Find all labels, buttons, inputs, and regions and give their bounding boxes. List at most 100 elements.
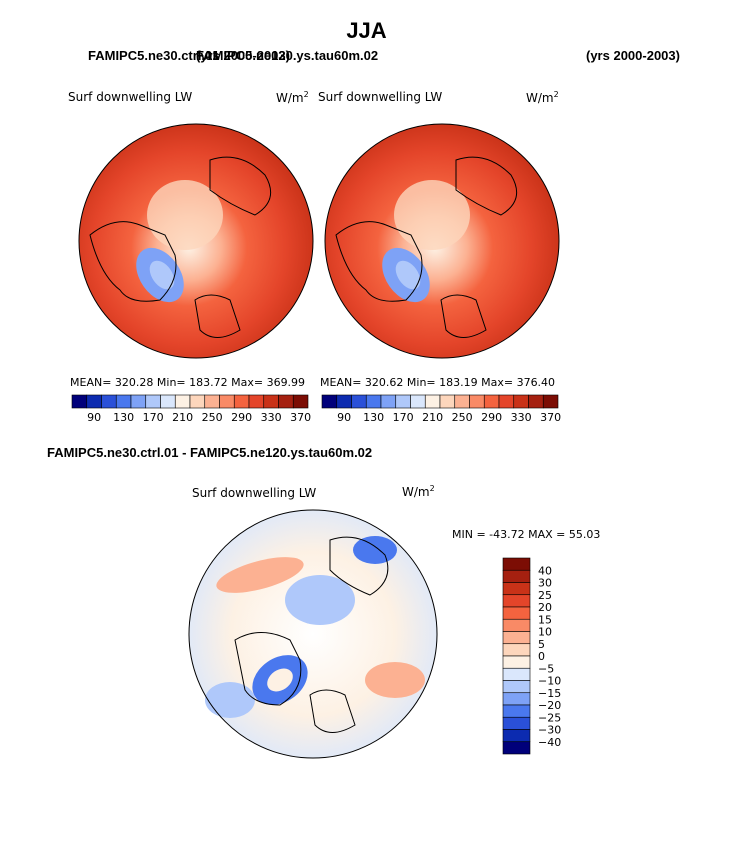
diff-colorbar-tick-label: −15	[538, 687, 561, 700]
diff-colorbar-swatch	[502, 704, 531, 718]
left-plot-units: W/m2	[276, 90, 309, 105]
right-plot-stats: MEAN= 320.62 Min= 183.19 Max= 376.40	[320, 376, 556, 389]
cb-right-swatch	[469, 394, 485, 409]
cb-left-swatch	[248, 394, 265, 409]
diff-colorbar-tick-label: 0	[538, 650, 545, 663]
cb-left-swatch	[174, 394, 191, 409]
diff-colorbar-tick-label: −20	[538, 699, 561, 712]
cb-left-tick-label: 250	[202, 411, 223, 424]
cb-left-tick-label: 130	[113, 411, 134, 424]
diff-colorbar-tick-label: −40	[538, 736, 561, 749]
diff-colorbar-swatch	[502, 667, 531, 681]
cb-left-tick-label: 290	[231, 411, 252, 424]
diff-plot-units: W/m2	[402, 484, 435, 499]
cb-right-swatch	[365, 394, 382, 409]
cb-right-tick-label: 370	[540, 411, 561, 424]
diff-colorbar-tick-label: −25	[538, 711, 561, 724]
diff-plot-stats: MIN = -43.72 MAX = 55.03	[452, 528, 601, 541]
cb-left-swatch	[101, 394, 117, 409]
cb-right-swatch	[513, 394, 529, 409]
page-title: JJA	[346, 18, 387, 43]
diff-colorbar-swatch	[502, 594, 531, 608]
cb-right-swatch	[439, 394, 456, 409]
case-left-years: (yrs 2000-2003)	[196, 48, 290, 63]
diff-colorbar-tick-label: −30	[538, 724, 561, 737]
cb-left-swatch	[278, 394, 294, 409]
diff-colorbar-swatch	[502, 655, 531, 669]
case-right-years: (yrs 2000-2003)	[586, 48, 680, 63]
cb-right-tick-label: 90	[337, 411, 351, 424]
cb-left-swatch	[71, 394, 88, 409]
cb-right-swatch	[542, 394, 559, 409]
cb-right-swatch	[454, 394, 470, 409]
cb-right-tick-label: 130	[363, 411, 384, 424]
cb-left-tick-label: 90	[87, 411, 101, 424]
diff-polar-map	[188, 509, 438, 759]
diff-colorbar-tick-label: −5	[538, 662, 554, 675]
cb-left-swatch	[233, 394, 250, 409]
cb-right-swatch	[395, 394, 411, 409]
cb-left-swatch	[130, 394, 147, 409]
cb-left-swatch	[145, 394, 161, 409]
cb-left-swatch	[263, 394, 279, 409]
diff-colorbar-tick-label: 25	[538, 589, 552, 602]
diff-colorbar-swatch	[502, 643, 531, 657]
cb-left-swatch	[292, 394, 309, 409]
cb-right-swatch	[410, 394, 426, 409]
left-plot-title: Surf downwelling LW	[68, 90, 193, 104]
diff-colorbar-swatch	[502, 680, 531, 694]
right-plot-units: W/m2	[526, 90, 559, 105]
diff-colorbar-swatch	[502, 692, 531, 706]
cb-right-tick-label: 210	[422, 411, 443, 424]
cb-left-swatch	[189, 394, 206, 409]
cb-right-swatch	[351, 394, 367, 409]
cb-right-swatch	[380, 394, 397, 409]
right-plot-title: Surf downwelling LW	[318, 90, 443, 104]
diff-heading: FAMIPC5.ne30.ctrl.01 - FAMIPC5.ne120.ys.…	[47, 445, 373, 460]
right-colorbar: 90 130 170 210 250 290 330 370	[321, 394, 561, 424]
cb-right-swatch	[321, 394, 338, 409]
cb-right-tick-label: 330	[511, 411, 532, 424]
diff-colorbar-tick-label: 5	[538, 638, 545, 651]
cb-right-tick-label: 170	[393, 411, 414, 424]
cb-left-swatch	[115, 394, 132, 409]
cb-right-swatch	[528, 394, 544, 409]
diff-colorbar-tick-label: 10	[538, 626, 552, 639]
cb-left-tick-label: 370	[290, 411, 311, 424]
diff-colorbar-swatch	[502, 741, 531, 755]
cb-left-swatch	[204, 394, 220, 409]
cb-right-swatch	[498, 394, 515, 409]
diff-colorbar-swatch	[502, 716, 531, 730]
case-right-name: FAMIPC5.ne120.ys.tau60m.02	[196, 48, 379, 63]
cb-right-tick-label: 250	[452, 411, 473, 424]
diff-colorbar-swatch	[502, 729, 531, 743]
left-polar-map	[78, 123, 314, 359]
diff-colorbar-swatch	[502, 618, 531, 632]
diff-colorbar-swatch	[502, 557, 531, 571]
diff-plot-title: Surf downwelling LW	[192, 486, 317, 500]
cb-right-swatch	[424, 394, 441, 409]
left-plot-stats: MEAN= 320.28 Min= 183.72 Max= 369.99	[70, 376, 306, 389]
diff-colorbar-swatch	[502, 606, 531, 620]
diff-colorbar-tick-label: 30	[538, 577, 552, 590]
cb-left-tick-label: 210	[172, 411, 193, 424]
diff-colorbar-tick-label: −10	[538, 675, 561, 688]
diff-colorbar-swatch	[502, 631, 531, 645]
diff-colorbar-tick-label: 40	[538, 564, 552, 577]
cb-right-swatch	[336, 394, 352, 409]
cb-left-tick-label: 330	[261, 411, 282, 424]
right-polar-map	[324, 123, 560, 359]
left-colorbar: 90 130 170 210 250 290 330 370	[71, 394, 311, 424]
diff-colorbar-tick-label: 15	[538, 613, 552, 626]
cb-left-swatch	[160, 394, 176, 409]
cb-left-swatch	[86, 394, 102, 409]
diff-colorbar-swatch	[502, 582, 531, 596]
case-left-name: FAMIPC5.ne30.ctrl.01	[88, 48, 220, 63]
diff-colorbar-swatch	[502, 569, 531, 583]
cb-right-tick-label: 290	[481, 411, 502, 424]
cb-right-swatch	[483, 394, 500, 409]
cb-left-swatch	[219, 394, 235, 409]
cb-left-tick-label: 170	[143, 411, 164, 424]
